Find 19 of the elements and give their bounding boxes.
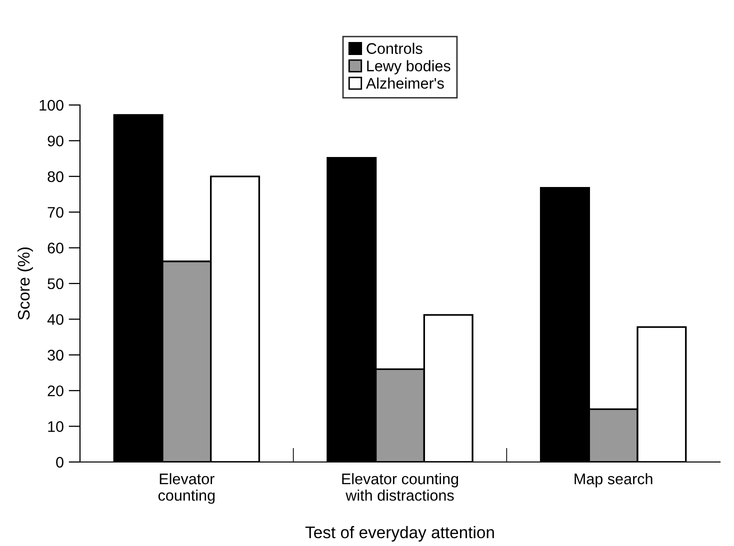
legend-label: Controls: [366, 42, 422, 54]
y-tick-label: 80: [48, 171, 64, 182]
x-axis-title: Test of everyday attention: [305, 526, 494, 542]
x-tick-label: Elevator counting: [158, 473, 215, 504]
y-tick-label: 50: [48, 278, 64, 290]
y-tick-label: 0: [56, 456, 64, 468]
y-tick-label: 20: [48, 385, 64, 396]
y-tick-label: 30: [48, 350, 64, 361]
x-tick-label: Map search: [574, 473, 652, 488]
y-tick-label: 70: [48, 206, 64, 218]
y-tick-label: 60: [48, 242, 64, 254]
legend-label: Alzheimer's: [366, 78, 444, 89]
y-tick-label: 100: [40, 100, 64, 111]
x-tick-label: Elevator counting with distractions: [342, 473, 458, 501]
y-axis-title: Score (%): [17, 247, 33, 320]
legend-label: Lewy bodies: [367, 60, 450, 74]
y-tick-label: 10: [48, 421, 64, 432]
y-tick-label: 40: [47, 314, 64, 325]
y-tick-label: 90: [48, 136, 64, 146]
